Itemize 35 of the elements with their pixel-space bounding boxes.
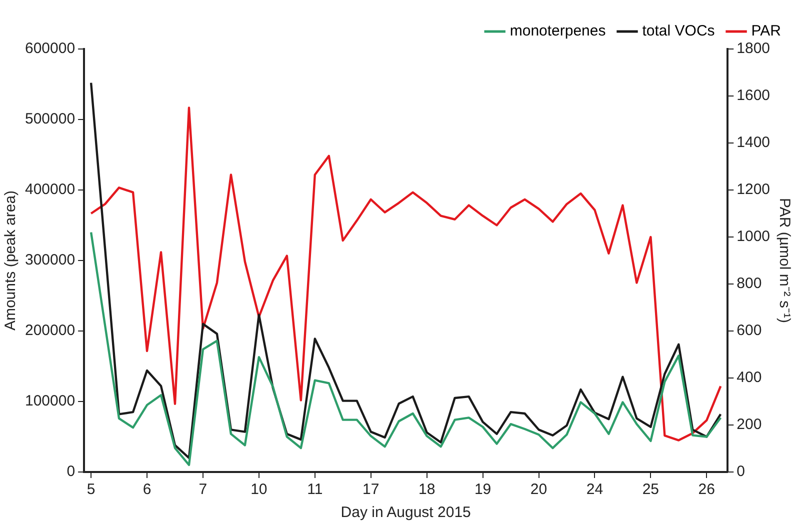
x-tick-label: 24 [586, 481, 604, 498]
y2-axis-title: PAR (µmol m⁻² s⁻¹) [776, 198, 793, 324]
x-tick-label: 7 [198, 481, 208, 498]
x-axis-title: Day in August 2015 [340, 504, 471, 522]
y2-tick-label: 1000 [736, 228, 770, 246]
y-tick-label: 100000 [24, 392, 76, 410]
y-tick-label: 200000 [24, 322, 76, 340]
x-tick-label: 25 [642, 481, 660, 498]
x-tick-label: 11 [307, 481, 323, 498]
x-tick-label: 20 [530, 481, 548, 498]
y-axis-title: Amounts (peak area) [2, 190, 20, 331]
y-tick-label: 500000 [24, 110, 76, 128]
y2-tick-label: 0 [736, 463, 745, 480]
x-tick-label: 19 [474, 481, 492, 498]
y2-tick-label: 800 [736, 275, 762, 292]
y2-tick-label: 400 [736, 369, 762, 386]
legend-label: monoterpenes [510, 22, 606, 40]
legend-label: total VOCs [642, 22, 715, 40]
y2-tick-label: 1400 [736, 134, 770, 152]
x-tick-label: 6 [142, 481, 152, 498]
y-tick-label: 300000 [24, 252, 76, 269]
y2-tick-label: 200 [736, 416, 762, 434]
legend-label: PAR [751, 22, 782, 40]
y2-tick-label: 1200 [736, 181, 770, 198]
y-tick-label: 600000 [24, 40, 76, 58]
y2-tick-label: 1800 [736, 40, 770, 58]
x-tick-label: 17 [362, 481, 380, 498]
y2-tick-label: 600 [736, 322, 762, 340]
x-tick-label: 18 [418, 481, 436, 498]
y2-tick-label: 1600 [736, 87, 770, 104]
x-tick-label: 5 [86, 481, 96, 498]
y-tick-label: 0 [66, 463, 76, 480]
x-tick-label: 26 [698, 481, 715, 498]
y-tick-label: 400000 [24, 181, 76, 198]
x-tick-label: 10 [250, 481, 268, 498]
